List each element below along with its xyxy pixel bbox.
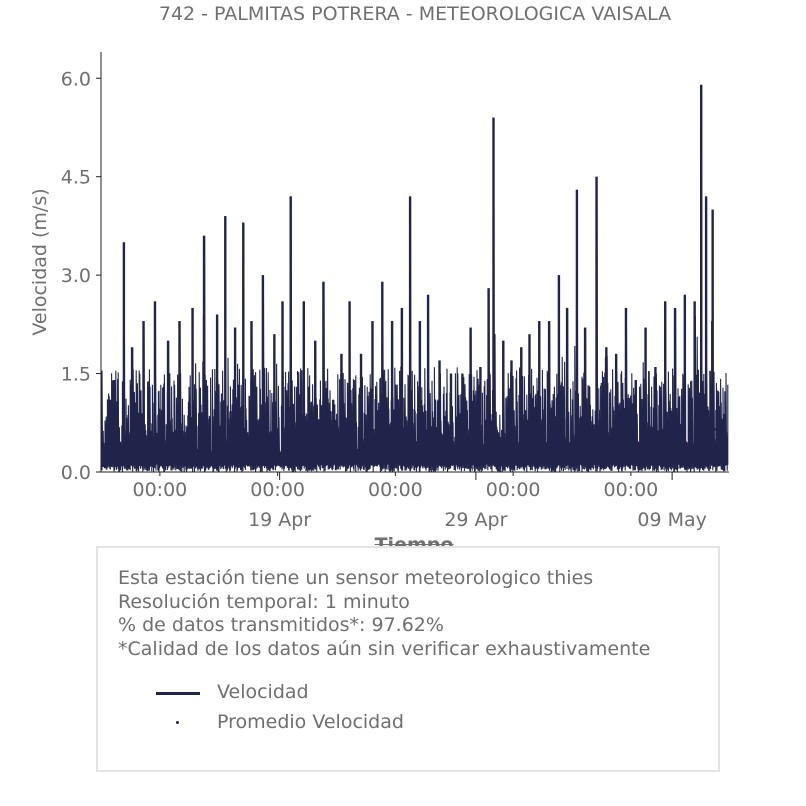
x-tick-label-date: 19 Apr (248, 509, 311, 531)
data-transmitted-percent: % de datos transmitidos*: 97.62% (118, 614, 444, 636)
data-quality-disclaimer: *Calidad de los datos aún sin verificar … (118, 637, 651, 660)
x-tick-label-date: 29 Apr (444, 509, 507, 531)
legend-label: Velocidad (217, 681, 309, 703)
promedio-velocidad-point (712, 428, 716, 431)
temporal-resolution: Resolución temporal: 1 minuto (118, 590, 410, 613)
x-tick-label-time: 00:00 (603, 479, 658, 501)
x-tick-label-date: 09 May (637, 509, 707, 531)
info-box: Esta estación tiene un sensor meteorolog… (96, 546, 720, 772)
x-tick-label-time: 00:00 (132, 479, 187, 501)
line-swatch-icon (156, 692, 200, 695)
y-tick-label: 3.0 (61, 265, 91, 287)
station-sensor-note: Esta estación tiene un sensor meteorolog… (118, 567, 594, 589)
y-tick-label: 6.0 (61, 68, 91, 90)
x-tick-label-time: 00:00 (486, 479, 541, 501)
y-tick-label: 1.5 (61, 364, 91, 386)
wind-speed-chart: 0.0 1.5 3.0 4.5 6.0 00:00 00:00 00:00 00:00 00:00… (61, 52, 729, 531)
x-tick-label-time: 00:00 (368, 479, 423, 501)
series-velocidad (101, 84, 729, 473)
chart-title: 742 - PALMITAS POTRERA - METEOROLOGICA V… (158, 3, 672, 25)
info-text: Esta estación tiene un sensor meteorolog… (118, 567, 650, 661)
y-tick-label: 4.5 (61, 167, 91, 189)
y-tick-label: 0.0 (61, 462, 91, 484)
dot-swatch-icon (176, 721, 179, 724)
x-tick-label-time: 00:00 (250, 479, 305, 501)
legend-label: Promedio Velocidad (217, 711, 404, 733)
